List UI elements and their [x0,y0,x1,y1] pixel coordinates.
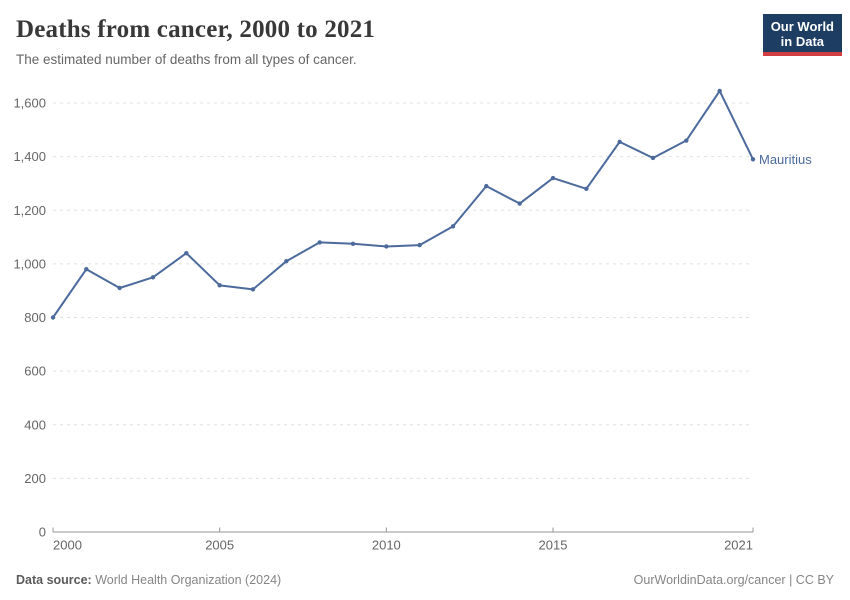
y-axis-tick-label: 1,400 [13,149,46,164]
data-point[interactable] [750,157,756,162]
data-point[interactable] [550,175,556,181]
y-axis-tick-label: 400 [24,417,46,432]
data-point[interactable] [450,224,456,229]
data-source-value: World Health Organization (2024) [95,573,282,587]
data-point[interactable] [217,283,222,288]
data-source-label: Data source: [16,573,92,587]
owid-link[interactable]: OurWorldinData.org/cancer [633,573,786,587]
x-axis-tick-label: 2015 [539,538,568,553]
data-point[interactable] [384,244,389,249]
owid-logo-line1: Our World [770,19,834,34]
data-point[interactable] [350,241,356,246]
x-axis-tick-label: 2005 [205,538,234,553]
data-point[interactable] [317,240,322,245]
data-point[interactable] [717,88,722,94]
series-label-mauritius[interactable]: Mauritius [759,152,812,167]
license-note: OurWorldinData.org/cancer | CC BY [634,573,834,588]
chart-footer: Data source: World Health Organization (… [16,573,834,588]
data-point[interactable] [184,250,189,256]
data-point[interactable] [484,183,489,189]
y-axis-tick-label: 0 [39,525,46,540]
y-axis-tick-label: 600 [24,364,46,379]
y-axis-tick-label: 1,200 [13,203,46,218]
data-point[interactable] [250,287,256,292]
data-point[interactable] [617,139,622,145]
owid-logo[interactable]: Our World in Data [762,14,842,56]
data-point[interactable] [517,201,522,206]
data-point[interactable] [50,315,56,320]
mauritius-line[interactable] [52,89,754,319]
data-point[interactable] [684,138,689,143]
data-point[interactable] [284,258,289,264]
y-axis-tick-label: 800 [24,310,46,325]
footer-separator: | [789,573,793,587]
x-axis-tick-label: 2021 [724,538,753,553]
data-point[interactable] [150,275,156,280]
data-point[interactable] [584,186,589,191]
x-axis-tick-label: 2010 [372,538,401,553]
data-point[interactable] [117,285,122,291]
y-axis-tick-label: 1,600 [13,96,46,111]
data-point[interactable] [417,242,422,248]
data-source: Data source: World Health Organization (… [16,573,281,588]
license-label: CC BY [795,573,834,587]
data-point[interactable] [84,267,89,272]
chart-header: Deaths from cancer, 2000 to 2021 The est… [16,16,740,68]
owid-logo-line2: in Data [780,34,825,49]
y-axis-tick-label: 200 [24,471,46,486]
y-axis-tick-label: 1,000 [13,256,46,271]
x-axis-tick-label: 2000 [53,538,82,553]
data-point[interactable] [650,155,656,161]
chart-subtitle: The estimated number of deaths from all … [16,52,357,67]
chart-title: Deaths from cancer, 2000 to 2021 [16,16,376,43]
